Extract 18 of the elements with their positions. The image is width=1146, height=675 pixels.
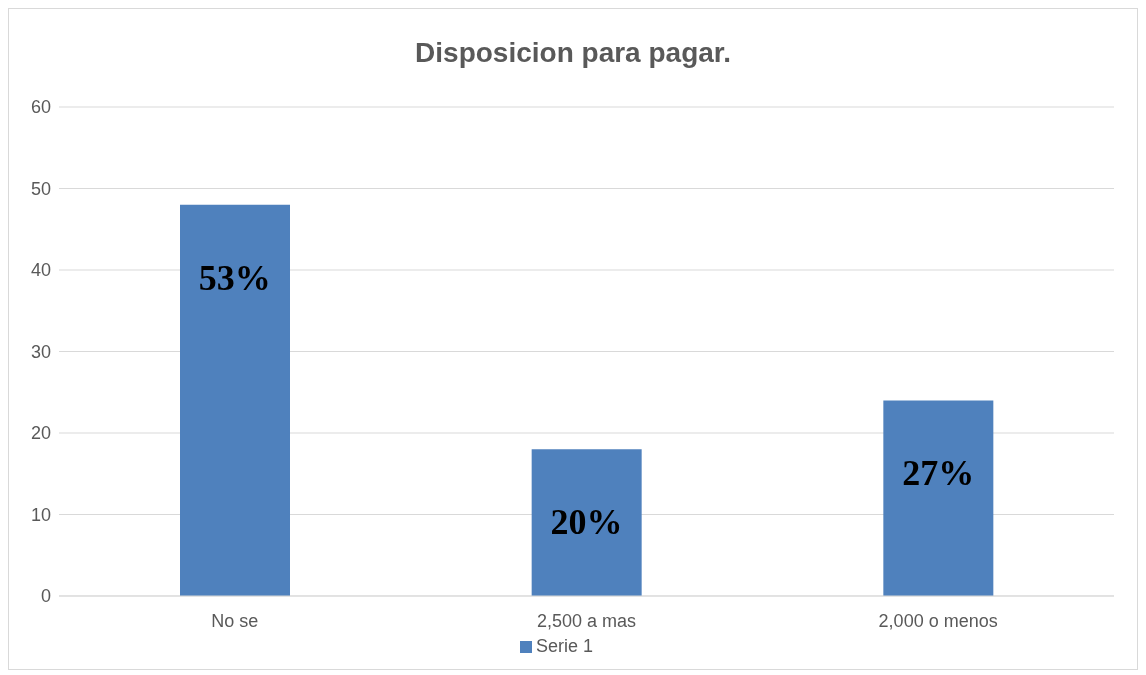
y-tick-label: 40 <box>30 260 51 281</box>
y-tick-label: 50 <box>30 178 51 199</box>
y-tick-label: 10 <box>30 504 51 525</box>
annotation: 20% <box>550 502 623 543</box>
legend-label: Serie 1 <box>535 636 594 656</box>
annotation: 27% <box>902 453 975 494</box>
x-tick-label: No se <box>211 610 259 631</box>
x-tick-label: 2,000 o menos <box>878 610 998 631</box>
y-tick-label: 30 <box>30 341 51 362</box>
y-tick-label: 0 <box>40 586 51 607</box>
x-tick-label: 2,500 a mas <box>536 610 637 631</box>
y-tick-label: 60 <box>30 97 51 118</box>
chart-title: Disposicion para pagar. <box>414 36 732 70</box>
annotation: 53% <box>198 257 271 298</box>
y-tick-label: 20 <box>30 423 51 444</box>
bar <box>883 400 994 596</box>
bar <box>531 449 642 596</box>
bar <box>180 204 290 596</box>
